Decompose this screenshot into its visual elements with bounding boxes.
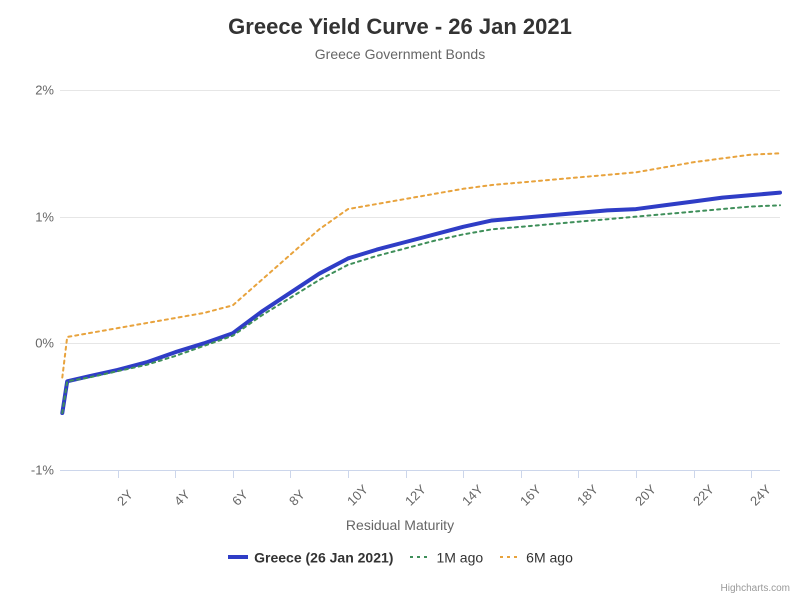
chart-container: Greece Yield Curve - 26 Jan 2021 Greece … bbox=[0, 0, 800, 600]
x-axis-label: 8Y bbox=[286, 487, 308, 509]
plot-svg bbox=[60, 90, 780, 470]
legend-marker bbox=[409, 551, 431, 563]
x-axis-label: 12Y bbox=[402, 482, 429, 509]
legend-label: Greece (26 Jan 2021) bbox=[254, 549, 393, 565]
x-axis-label: 4Y bbox=[171, 487, 193, 509]
x-axis-line bbox=[60, 470, 780, 471]
x-axis-label: 16Y bbox=[517, 482, 544, 509]
x-axis-label: 6Y bbox=[229, 487, 251, 509]
legend: Greece (26 Jan 2021) 1M ago 6M ago bbox=[0, 548, 800, 565]
x-tick bbox=[751, 470, 752, 478]
x-tick bbox=[521, 470, 522, 478]
x-axis-title: Residual Maturity bbox=[0, 517, 800, 533]
y-axis-label: -1% bbox=[18, 463, 54, 478]
x-tick bbox=[290, 470, 291, 478]
legend-marker bbox=[499, 551, 521, 563]
legend-label: 6M ago bbox=[526, 549, 573, 565]
x-tick bbox=[233, 470, 234, 478]
y-axis-label: 1% bbox=[18, 209, 54, 224]
legend-marker bbox=[227, 551, 249, 563]
x-axis-label: 24Y bbox=[747, 482, 774, 509]
x-tick bbox=[636, 470, 637, 478]
x-tick bbox=[463, 470, 464, 478]
credits-label: Highcharts.com bbox=[721, 583, 790, 594]
x-tick bbox=[175, 470, 176, 478]
y-axis-label: 0% bbox=[18, 336, 54, 351]
series-line[interactable] bbox=[62, 193, 780, 413]
chart-title: Greece Yield Curve - 26 Jan 2021 bbox=[0, 14, 800, 40]
x-axis-label: 10Y bbox=[344, 482, 371, 509]
plot-area: -1%0%1%2%2Y4Y6Y8Y10Y12Y14Y16Y18Y20Y22Y24… bbox=[60, 90, 780, 470]
legend-item[interactable]: Greece (26 Jan 2021) bbox=[227, 548, 393, 565]
x-tick bbox=[348, 470, 349, 478]
x-axis-label: 22Y bbox=[690, 482, 717, 509]
x-tick bbox=[578, 470, 579, 478]
x-tick bbox=[406, 470, 407, 478]
legend-item[interactable]: 6M ago bbox=[499, 548, 573, 565]
series-line[interactable] bbox=[62, 153, 780, 377]
x-tick bbox=[694, 470, 695, 478]
y-axis-label: 2% bbox=[18, 83, 54, 98]
legend-item[interactable]: 1M ago bbox=[409, 548, 483, 565]
legend-label: 1M ago bbox=[436, 549, 483, 565]
x-axis-label: 20Y bbox=[632, 482, 659, 509]
x-axis-label: 14Y bbox=[459, 482, 486, 509]
x-axis-label: 18Y bbox=[574, 482, 601, 509]
x-tick bbox=[118, 470, 119, 478]
x-axis-label: 2Y bbox=[114, 487, 136, 509]
chart-subtitle: Greece Government Bonds bbox=[0, 46, 800, 62]
